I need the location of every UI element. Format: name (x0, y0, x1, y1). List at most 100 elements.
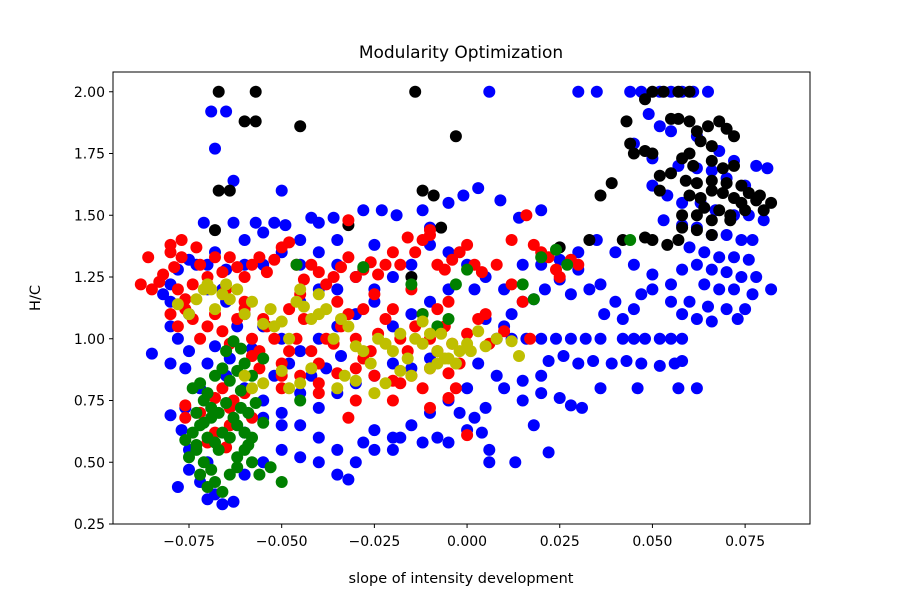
data-point (294, 234, 307, 246)
data-point (435, 221, 448, 234)
data-point (535, 387, 548, 400)
data-point (201, 493, 214, 506)
data-point (583, 234, 596, 246)
data-point (590, 85, 603, 98)
data-point (275, 406, 288, 419)
data-point (431, 357, 444, 370)
data-point (639, 332, 651, 345)
data-point (234, 342, 247, 355)
data-point (690, 209, 703, 222)
data-point (368, 443, 381, 456)
data-point (164, 246, 177, 259)
data-point (338, 369, 351, 382)
data-point (294, 419, 307, 432)
data-point (594, 189, 607, 202)
data-point (335, 313, 347, 325)
data-point (676, 308, 689, 321)
data-point (690, 313, 703, 325)
data-point (720, 266, 733, 279)
data-point (249, 397, 262, 409)
data-point (201, 320, 214, 333)
data-point (145, 283, 158, 296)
y-tick-label: 2.00 (74, 85, 105, 101)
y-axis-ticks: 0.25 0.50 0.75 1.00 1.25 1.50 1.75 2.00 (74, 85, 113, 533)
data-point (212, 443, 225, 456)
data-point (264, 461, 277, 474)
data-point (757, 214, 770, 227)
data-point (453, 246, 466, 259)
data-point (683, 295, 696, 308)
y-tick-label: 0.25 (74, 517, 105, 533)
data-point (665, 125, 677, 138)
data-point (312, 377, 325, 390)
data-point (216, 498, 229, 511)
data-point (216, 382, 229, 395)
data-point (190, 241, 203, 254)
data-point (171, 298, 184, 311)
data-point (390, 209, 403, 222)
data-point (242, 406, 255, 419)
data-point (220, 105, 233, 118)
data-point (605, 357, 618, 370)
data-point (661, 238, 674, 251)
data-point (205, 411, 218, 424)
data-point (516, 278, 529, 291)
data-point (357, 436, 370, 449)
data-point (246, 456, 258, 469)
x-tick-label: −0.075 (163, 534, 215, 550)
data-point (368, 424, 381, 437)
data-point (372, 268, 385, 281)
data-point (335, 350, 347, 362)
data-point (735, 196, 748, 209)
data-point (312, 266, 325, 279)
data-point (624, 137, 637, 150)
data-point (283, 345, 296, 358)
data-point (246, 295, 258, 308)
data-point (368, 369, 381, 382)
data-point (550, 332, 562, 345)
data-point (735, 271, 748, 283)
data-point (742, 187, 755, 199)
data-point (186, 426, 199, 439)
data-point (627, 258, 640, 271)
data-point (635, 288, 648, 301)
data-point (194, 468, 207, 481)
data-point (653, 332, 666, 345)
data-point (672, 382, 685, 395)
data-point (335, 261, 347, 274)
data-point (216, 485, 229, 498)
data-point (357, 303, 370, 316)
data-point (461, 327, 474, 340)
data-point (209, 369, 221, 382)
chart-title: Modularity Optimization (359, 43, 563, 63)
data-point (183, 463, 195, 476)
data-point (331, 382, 344, 395)
data-point (505, 335, 518, 348)
data-point (249, 216, 262, 229)
data-point (516, 394, 529, 407)
data-point (375, 204, 388, 217)
data-point (683, 85, 696, 98)
data-point (475, 266, 488, 279)
data-point (257, 416, 270, 429)
data-point (564, 288, 577, 301)
data-point (331, 443, 344, 456)
data-point (409, 246, 422, 259)
data-point (379, 258, 392, 271)
data-point (746, 234, 759, 246)
data-point (538, 283, 551, 296)
data-point (572, 246, 585, 259)
data-point (527, 419, 540, 432)
data-point (209, 251, 221, 264)
data-point (283, 303, 296, 316)
data-point (331, 234, 344, 246)
data-point (223, 293, 236, 306)
data-point (490, 258, 503, 271)
data-point (249, 115, 262, 128)
data-point (442, 295, 455, 308)
data-point (171, 320, 184, 333)
data-point (542, 355, 555, 367)
data-point (409, 85, 422, 98)
data-point (505, 278, 518, 291)
data-point (639, 93, 651, 106)
